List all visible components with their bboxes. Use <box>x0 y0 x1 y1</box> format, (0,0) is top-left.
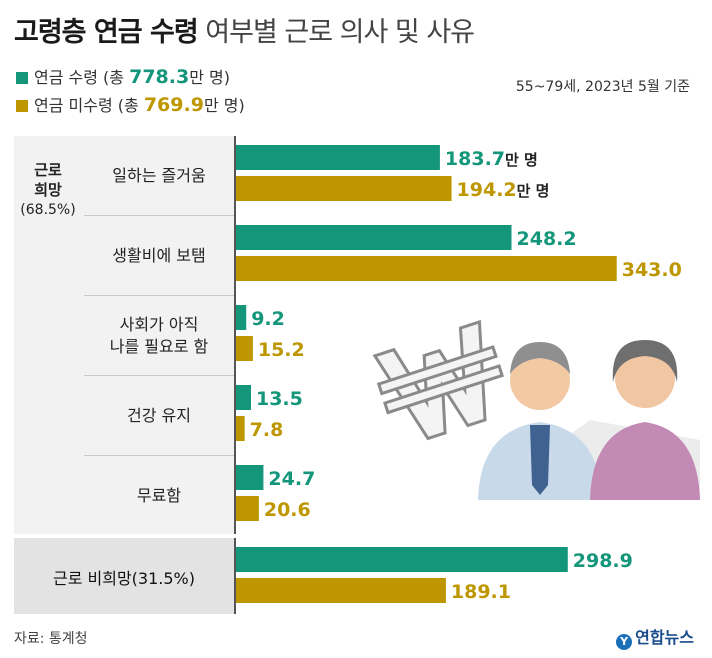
yonhap-logo-icon: Y <box>616 634 633 650</box>
legend-swatch-no-pension <box>16 100 28 112</box>
bar <box>236 416 245 441</box>
woman-figure <box>590 340 700 500</box>
non-hope-panel <box>14 538 234 614</box>
data-label: 248.2 <box>517 228 577 250</box>
legend-item-no-pension: 연금 미수령 (총 769.9만 명) <box>16 92 245 116</box>
category-label: 무료함 <box>136 486 182 505</box>
bar <box>236 305 247 330</box>
row-divider <box>84 375 234 376</box>
data-label: 189.1 <box>451 581 511 603</box>
chart-title: 고령층 연금 수령 여부별 근로 의사 및 사유 <box>14 17 475 48</box>
data-label: 20.6 <box>264 499 311 521</box>
bar <box>236 256 617 281</box>
source-note: 자료: 통계청 <box>14 631 88 647</box>
axis-line <box>234 538 236 614</box>
data-label: 183.7만 명 <box>445 148 538 170</box>
bar <box>236 496 259 521</box>
bar <box>236 225 512 250</box>
row-divider <box>84 215 234 216</box>
data-label: 9.2 <box>251 308 285 330</box>
category-label: 생활비에 보탬 <box>112 246 206 265</box>
group-label-line: 희망 <box>34 181 62 199</box>
legend-item-pension: 연금 수령 (총 778.3만 명) <box>16 64 230 88</box>
category-label: 사회가 아직 나를 필요로 함 <box>109 315 209 356</box>
group-label-line: 근로 <box>34 161 62 179</box>
data-label: 298.9 <box>573 550 633 572</box>
category-label: 일하는 즐거움 <box>112 166 206 185</box>
group-label-work-hope: 근로 희망 (68.5%) <box>14 160 82 220</box>
won-sign-icon <box>372 319 505 441</box>
category-label: 건강 유지 <box>127 406 191 425</box>
reference-note: 55~79세, 2023년 5월 기준 <box>515 79 690 95</box>
data-label: 15.2 <box>258 339 305 361</box>
man-figure <box>478 342 602 500</box>
bar <box>236 385 251 410</box>
category-panel <box>14 136 234 534</box>
data-label: 343.0 <box>622 259 682 281</box>
bar <box>236 336 253 361</box>
data-label: 7.8 <box>250 419 284 441</box>
data-label: 24.7 <box>268 468 315 490</box>
bar <box>236 465 264 490</box>
group-label-pct: (68.5%) <box>20 202 76 218</box>
bar <box>236 578 446 603</box>
bar <box>236 145 440 170</box>
yonhap-logo: Y 연합뉴스 <box>616 624 694 650</box>
bar <box>236 547 568 572</box>
legend-swatch-pension <box>16 72 28 84</box>
axis-line <box>234 136 236 534</box>
bar <box>236 176 452 201</box>
row-divider <box>84 455 234 456</box>
elderly-couple-illustration <box>372 319 700 500</box>
category-label: 근로 비희망(31.5%) <box>53 569 195 588</box>
row-divider <box>84 295 234 296</box>
data-label: 13.5 <box>256 388 303 410</box>
data-label: 194.2만 명 <box>457 179 550 201</box>
